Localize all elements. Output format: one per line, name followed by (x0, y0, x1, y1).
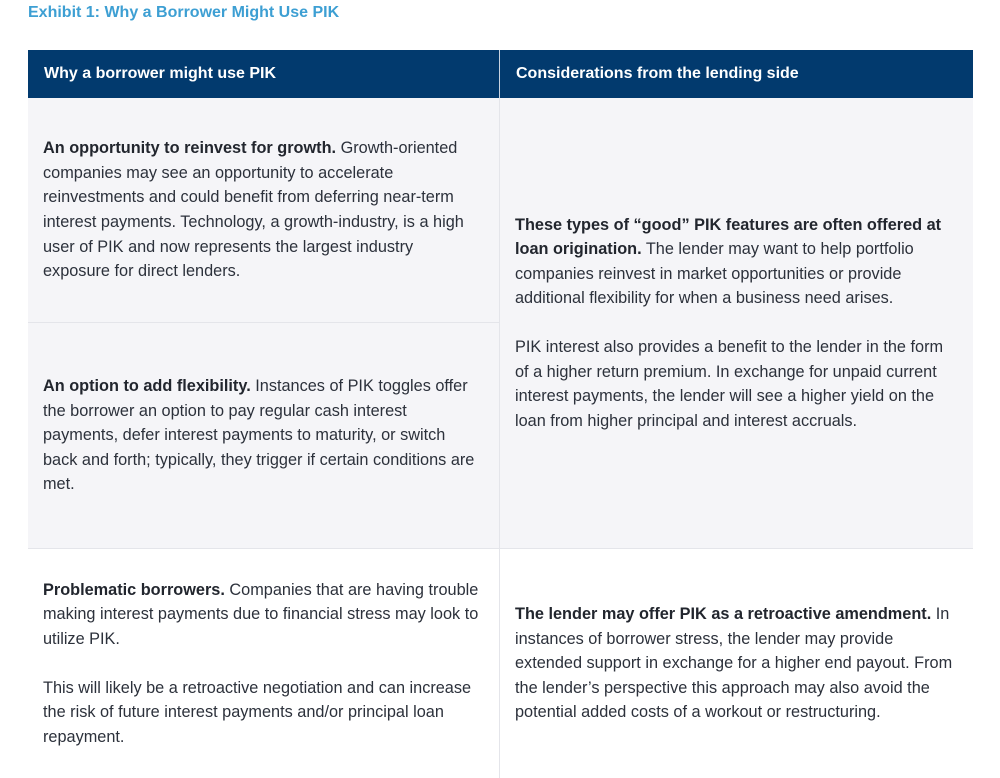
cell-heading: These types of “good” PIK features are o… (515, 215, 942, 259)
cell-good-pik: These types of “good” PIK features are o… (499, 98, 973, 548)
exhibit-title: Exhibit 1: Why a Borrower Might Use PIK (28, 4, 340, 21)
cell-heading: An opportunity to reinvest for growth. (43, 139, 337, 158)
cell-problematic: Problematic borrowers. Companies that ar… (28, 548, 499, 778)
header-lender: Considerations from the lending side (499, 50, 973, 98)
cell-text: This will likely be a retroactive negoti… (43, 678, 472, 746)
cell-flexibility: An option to add flexibility. Instances … (28, 323, 499, 548)
cell-reinvest-growth: An opportunity to reinvest for growth. G… (28, 98, 499, 323)
cell-heading: An option to add flexibility. (43, 377, 251, 396)
cell-text: Instances of PIK toggles offer the borro… (43, 377, 475, 494)
header-borrower: Why a borrower might use PIK (28, 50, 499, 98)
cell-text: Companies that are having trouble making… (43, 580, 479, 648)
cell-heading: Problematic borrowers. (43, 580, 225, 599)
cell-heading: The lender may offer PIK as a retroactiv… (515, 605, 932, 624)
cell-text: Growth-oriented companies may see an opp… (43, 139, 464, 281)
cell-text: The lender may want to help portfolio co… (515, 240, 914, 308)
cell-text: In instances of borrower stress, the len… (515, 605, 953, 722)
cell-retroactive: The lender may offer PIK as a retroactiv… (499, 548, 973, 778)
pik-table: Why a borrower might use PIK Considerati… (28, 50, 973, 778)
cell-text: PIK interest also provides a benefit to … (515, 338, 944, 430)
